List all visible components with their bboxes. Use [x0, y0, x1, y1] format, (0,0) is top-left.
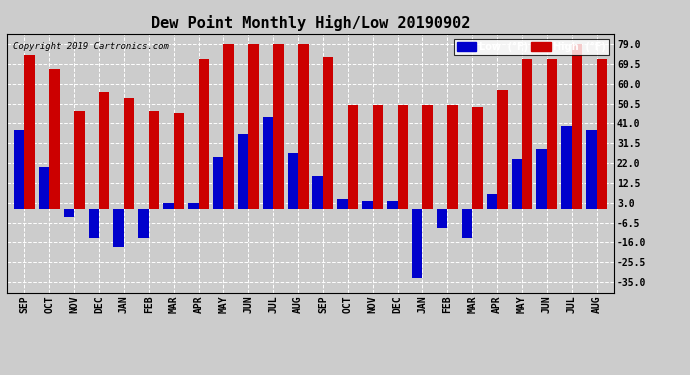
Bar — [99, 92, 110, 209]
Bar — [63, 209, 74, 218]
Bar — [263, 117, 273, 209]
Bar — [586, 130, 597, 209]
Bar — [472, 107, 483, 209]
Bar — [213, 157, 224, 209]
Bar — [74, 111, 85, 209]
Bar — [149, 111, 159, 209]
Bar — [49, 69, 59, 209]
Bar — [163, 203, 174, 209]
Text: Copyright 2019 Cartronics.com: Copyright 2019 Cartronics.com — [13, 42, 169, 51]
Legend: Low  (°F), High  (°F): Low (°F), High (°F) — [454, 39, 609, 54]
Bar — [224, 44, 234, 209]
Bar — [387, 201, 397, 209]
Bar — [124, 99, 135, 209]
Bar — [536, 148, 547, 209]
Bar — [373, 105, 383, 209]
Bar — [547, 59, 558, 209]
Bar — [138, 209, 149, 238]
Bar — [572, 44, 582, 209]
Bar — [323, 57, 333, 209]
Bar — [188, 203, 199, 209]
Bar — [238, 134, 248, 209]
Bar — [497, 90, 508, 209]
Bar — [288, 153, 298, 209]
Bar — [273, 44, 284, 209]
Bar — [14, 130, 24, 209]
Bar — [248, 44, 259, 209]
Bar — [88, 209, 99, 238]
Bar — [397, 105, 408, 209]
Bar — [199, 59, 209, 209]
Bar — [522, 59, 533, 209]
Bar — [298, 44, 308, 209]
Bar — [511, 159, 522, 209]
Bar — [486, 194, 497, 209]
Bar — [462, 209, 472, 238]
Bar — [113, 209, 124, 247]
Bar — [174, 113, 184, 209]
Bar — [447, 105, 458, 209]
Bar — [348, 105, 358, 209]
Bar — [597, 59, 607, 209]
Bar — [422, 105, 433, 209]
Bar — [24, 55, 34, 209]
Bar — [562, 126, 572, 209]
Bar — [412, 209, 422, 278]
Bar — [437, 209, 447, 228]
Bar — [39, 167, 49, 209]
Bar — [362, 201, 373, 209]
Bar — [313, 176, 323, 209]
Title: Dew Point Monthly High/Low 20190902: Dew Point Monthly High/Low 20190902 — [151, 15, 470, 31]
Bar — [337, 199, 348, 209]
